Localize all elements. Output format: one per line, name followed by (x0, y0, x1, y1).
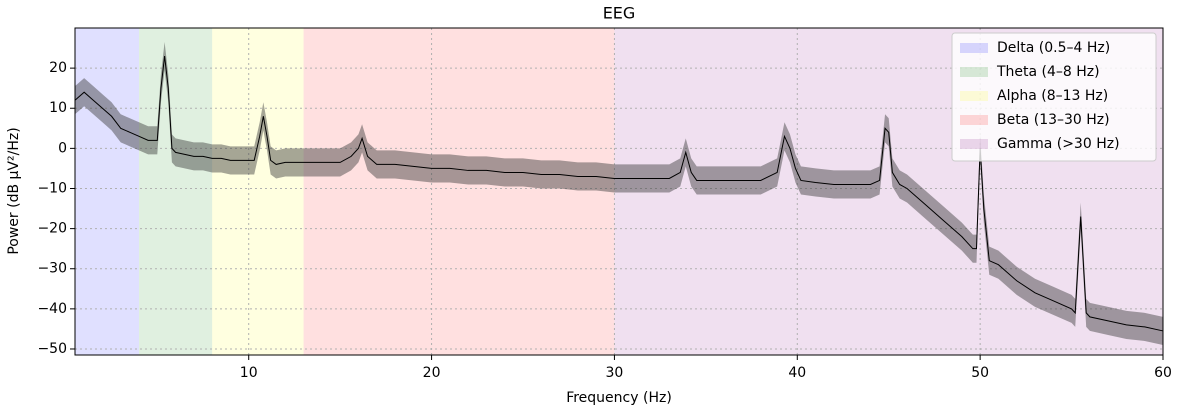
y-tick-label: −50 (37, 341, 67, 357)
x-tick-label: 60 (1154, 365, 1172, 381)
x-tick-label: 40 (788, 365, 806, 381)
x-tick-label: 30 (606, 365, 624, 381)
legend-box (951, 32, 1157, 162)
chart-title: EEG (603, 4, 636, 23)
y-tick-label: −20 (37, 221, 67, 237)
frequency-band (75, 28, 139, 355)
frequency-band (212, 28, 304, 355)
legend-swatch (960, 139, 988, 149)
legend-swatch (960, 115, 988, 125)
y-tick-label: −40 (37, 301, 67, 317)
y-tick-label: −10 (37, 180, 67, 196)
y-tick-label: 10 (49, 100, 67, 116)
x-tick-label: 20 (423, 365, 441, 381)
legend-label: Theta (4–8 Hz) (996, 64, 1100, 80)
legend-label: Beta (13–30 Hz) (997, 112, 1110, 128)
plot-frame (74, 27, 1164, 356)
x-tick-label: 50 (971, 365, 989, 381)
legend-label: Gamma (>30 Hz) (997, 136, 1120, 152)
y-tick-label: 20 (49, 60, 67, 76)
legend-swatch (960, 67, 988, 77)
y-tick-label: 0 (58, 140, 67, 156)
frequency-band (303, 28, 615, 355)
y-tick-label: −30 (37, 261, 67, 277)
legend-swatch (960, 43, 988, 53)
frequency-band (139, 28, 213, 355)
x-tick-label: 10 (240, 365, 258, 381)
legend-swatch (960, 91, 988, 101)
error-band (75, 42, 1163, 345)
legend-label: Alpha (8–13 Hz) (997, 88, 1108, 104)
legend-label: Delta (0.5–4 Hz) (997, 40, 1110, 56)
x-axis-label: Frequency (Hz) (566, 390, 672, 406)
y-axis-label: Power (dB µV²/Hz) (6, 127, 22, 254)
line (74, 56, 1164, 332)
